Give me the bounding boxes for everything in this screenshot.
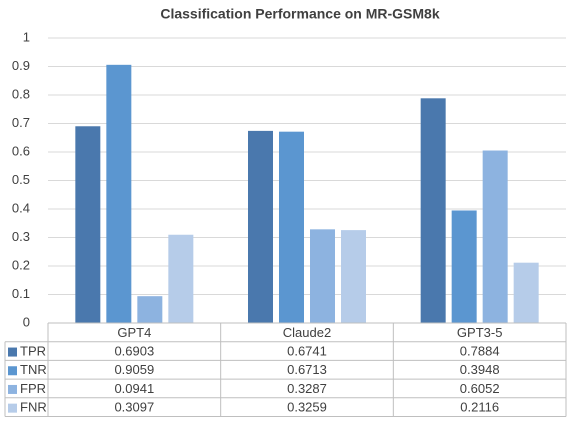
x-tick-label: Claude2 [283,325,331,340]
bar [248,130,273,323]
y-tick-label: 0.4 [12,200,30,215]
table-cell: 0.6903 [114,343,154,358]
bar [106,64,132,324]
y-tick-label: 0.3 [12,229,30,244]
legend-label: FNR [20,400,47,415]
bar [513,262,539,323]
table-cell: 0.3097 [114,400,154,415]
table-cell: 0.0941 [114,381,154,396]
y-tick-label: 0 [23,314,30,329]
bar [279,131,304,323]
table-cell: 0.6052 [460,381,500,396]
legend-swatch [8,347,17,357]
legend-swatch [8,403,17,413]
chart-title: Classification Performance on MR-GSM8k [160,6,440,22]
x-tick-label: GPT3-5 [457,325,503,340]
table-cell: 0.7884 [460,343,500,358]
x-tick-label: GPT4 [117,325,151,340]
table-cell: 0.6713 [287,362,327,377]
y-tick-label: 0.2 [12,257,30,272]
y-tick-label: 0.9 [12,58,30,73]
bar [341,230,366,323]
bar [420,98,446,323]
table-cell: 0.3287 [287,381,327,396]
legend-label: FPR [20,381,46,396]
legend-swatch [8,366,17,376]
table-cell: 0.3948 [460,362,500,377]
legend-swatch [8,384,17,394]
y-tick-label: 1 [23,29,30,44]
y-tick-label: 0.1 [12,286,30,301]
table-cell: 0.6741 [287,343,327,358]
table-cell: 0.2116 [460,400,499,415]
bar [168,234,194,323]
y-tick-label: 0.8 [12,86,30,101]
table-cell: 0.3259 [287,400,327,415]
bar [137,296,163,323]
bar [75,126,101,324]
bar [482,150,508,323]
y-tick-label: 0.6 [12,143,30,158]
y-tick-label: 0.7 [12,115,30,130]
table-cell: 0.9059 [114,362,154,377]
legend-label: TNR [20,362,47,377]
bar [310,229,335,323]
bar [451,210,477,323]
y-tick-label: 0.5 [12,172,30,187]
legend-label: TPR [20,343,46,358]
